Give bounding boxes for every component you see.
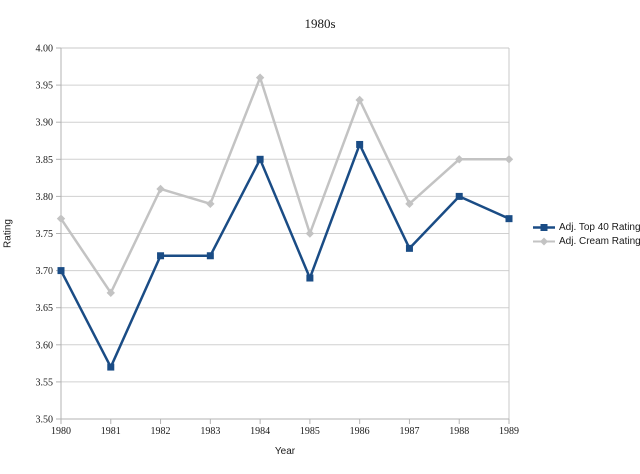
x-tick-label: 1981 (101, 426, 121, 437)
data-point-marker-cream (405, 199, 414, 209)
y-tick-label: 3.55 (36, 377, 54, 388)
data-point-marker-cream (305, 229, 315, 238)
data-point-marker-cream (255, 73, 265, 82)
data-point-marker-top40 (57, 267, 65, 275)
data-point-marker-top40 (157, 252, 165, 260)
data-point-marker-top40 (306, 274, 314, 282)
legend-square-marker-icon (533, 224, 555, 231)
series-line-cream (59, 76, 511, 295)
legend-label-top40: Adj. Top 40 Rating (559, 222, 640, 233)
x-tick-label: 1985 (300, 426, 320, 437)
legend-item-top40: Adj. Top 40 Rating (533, 222, 640, 233)
data-point-marker-cream (156, 184, 165, 194)
x-tick-label: 1988 (449, 426, 469, 437)
y-tick-label: 3.90 (36, 118, 54, 129)
x-tick-label: 1983 (200, 426, 220, 437)
y-tick-label: 3.65 (36, 303, 54, 314)
x-axis-title: Year (274, 446, 296, 457)
data-point-marker-cream (206, 199, 215, 209)
y-tick-label: 3.70 (36, 266, 54, 277)
x-tick-label: 1987 (399, 426, 419, 437)
y-tick-label: 3.60 (36, 340, 54, 351)
legend-item-cream: Adj. Cream Rating (533, 236, 640, 247)
x-tick-label: 1982 (151, 426, 171, 437)
y-tick-label: 4.00 (36, 44, 54, 55)
y-tick-label: 3.50 (36, 415, 54, 426)
y-axis-title: Rating (2, 219, 14, 248)
y-tick-label: 3.75 (36, 229, 54, 240)
y-tick-label: 3.95 (36, 81, 54, 92)
data-point-marker-top40 (455, 192, 463, 200)
data-point-marker-cream (106, 288, 115, 298)
data-point-marker-top40 (206, 252, 214, 260)
legend-diamond-marker-icon (533, 237, 555, 246)
data-point-marker-cream (455, 155, 464, 164)
x-tick-label: 1984 (250, 426, 270, 437)
x-tick-label: 1986 (350, 426, 370, 437)
x-tick-label: 1980 (51, 426, 71, 437)
data-point-marker-cream (355, 95, 364, 105)
data-point-marker-top40 (505, 215, 513, 223)
data-point-marker-top40 (256, 155, 264, 163)
y-tick-label: 3.85 (36, 155, 54, 166)
x-tick-label: 1989 (499, 426, 519, 437)
data-point-marker-top40 (356, 140, 364, 148)
chart-title: 1980s (304, 16, 336, 31)
data-point-marker-top40 (107, 363, 115, 371)
data-point-marker-top40 (405, 244, 413, 252)
y-tick-label: 3.80 (36, 192, 54, 203)
data-point-marker-cream (56, 214, 66, 223)
legend-label-cream: Adj. Cream Rating (559, 236, 640, 247)
series-line-top40 (59, 143, 511, 369)
data-point-marker-cream (504, 155, 514, 164)
legend: Adj. Top 40 Rating Adj. Cream Rating (533, 222, 640, 247)
